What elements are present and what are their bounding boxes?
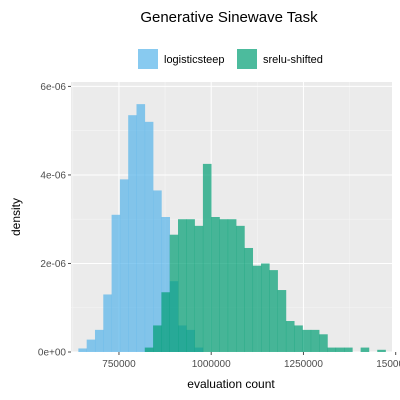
bar-srelu-shifted xyxy=(178,219,187,352)
bar-srelu-shifted xyxy=(310,329,320,352)
bar-srelu-shifted xyxy=(219,219,229,352)
bar-srelu-shifted xyxy=(252,265,262,352)
y-tick-label: 2e-06 xyxy=(40,259,66,270)
bar-srelu-shifted xyxy=(244,247,254,352)
bar-srelu-shifted xyxy=(277,290,287,352)
legend: logisticsteep srelu-shifted xyxy=(138,49,323,69)
bar-srelu-shifted xyxy=(377,349,386,352)
y-axis-title: density xyxy=(9,198,23,236)
x-tick-label: 750000 xyxy=(102,359,136,370)
bar-logisticsteep xyxy=(136,104,146,352)
bar-srelu-shifted xyxy=(194,225,204,352)
bar-srelu-shifted xyxy=(153,325,162,352)
y-tick-label: 6e-06 xyxy=(40,82,66,93)
histogram-bars xyxy=(78,104,386,353)
bar-srelu-shifted xyxy=(327,347,337,352)
bar-srelu-shifted xyxy=(360,347,370,352)
bar-srelu-shifted xyxy=(227,219,237,352)
legend-label-logisticsteep: logisticsteep xyxy=(164,54,225,66)
x-tick-label: 1000000 xyxy=(192,359,231,370)
legend-label-srelu-shifted: srelu-shifted xyxy=(263,54,323,66)
bar-logisticsteep xyxy=(94,329,104,352)
y-tick-label: 4e-06 xyxy=(40,170,66,181)
x-tick-label: 1250000 xyxy=(284,359,323,370)
bar-logisticsteep xyxy=(86,339,96,352)
bar-srelu-shifted xyxy=(319,334,328,352)
bar-logisticsteep xyxy=(78,348,87,352)
bar-srelu-shifted xyxy=(261,263,270,352)
bar-logisticsteep xyxy=(161,217,170,352)
bar-srelu-shifted xyxy=(269,270,278,352)
bar-logisticsteep xyxy=(144,121,154,353)
bar-srelu-shifted xyxy=(169,234,179,352)
bar-srelu-shifted xyxy=(202,163,212,352)
bar-srelu-shifted xyxy=(335,347,345,352)
bar-srelu-shifted xyxy=(294,325,303,352)
bar-logisticsteep xyxy=(103,294,112,352)
bar-srelu-shifted xyxy=(211,217,220,352)
x-axis-title: evaluation count xyxy=(187,377,275,391)
y-tick-label: 0e+00 xyxy=(38,348,67,359)
chart-title: Generative Sinewave Task xyxy=(140,9,318,26)
bar-logisticsteep xyxy=(128,115,137,353)
bar-logisticsteep xyxy=(111,214,121,352)
bar-srelu-shifted xyxy=(344,347,353,352)
bar-logisticsteep xyxy=(119,179,129,352)
x-tick-label: 1500000 xyxy=(376,359,400,370)
bar-srelu-shifted xyxy=(236,225,245,352)
bar-srelu-shifted xyxy=(186,219,195,352)
bar-srelu-shifted xyxy=(144,347,154,352)
bar-srelu-shifted xyxy=(285,321,295,352)
bar-srelu-shifted xyxy=(302,329,312,352)
legend-swatch-srelu-shifted xyxy=(237,49,257,69)
bar-srelu-shifted xyxy=(161,292,170,352)
axes: 750000 1000000 1250000 1500000 0e+00 2e-06 4e-… xyxy=(38,82,400,370)
bar-logisticsteep xyxy=(153,190,162,352)
legend-swatch-logisticsteep xyxy=(138,49,158,69)
